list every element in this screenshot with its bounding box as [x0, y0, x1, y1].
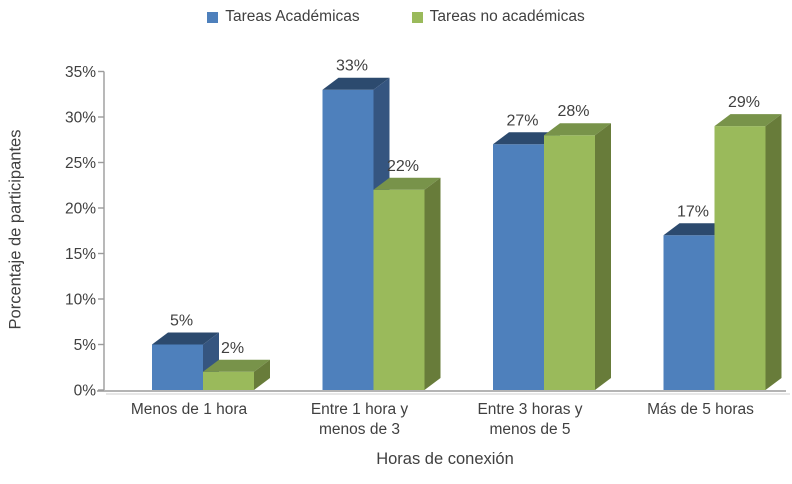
- data-label: 17%: [677, 203, 709, 220]
- x-category-label: Más de 5 horas: [647, 401, 754, 418]
- data-label: 5%: [170, 313, 193, 330]
- bar-front-s0-g1: [322, 89, 374, 390]
- y-tick-label: 0%: [74, 383, 97, 400]
- x-axis-title: Horas de conexión: [376, 450, 514, 468]
- y-tick-label: 5%: [74, 337, 97, 354]
- bar-front-s0-g2: [493, 144, 544, 390]
- bar-top-s0-g1: [322, 77, 390, 90]
- y-tick-label: 30%: [65, 110, 96, 127]
- bar-front-s1-g2: [544, 135, 595, 390]
- bar-front-s1-g3: [714, 126, 766, 390]
- bar-side-s1-g2: [595, 123, 611, 390]
- legend: Tareas Académicas Tareas no académicas: [0, 8, 792, 26]
- data-label: 2%: [221, 340, 244, 357]
- bar-front-s0-g3: [663, 235, 715, 390]
- legend-swatch-green-icon: [411, 11, 423, 23]
- data-label: 28%: [557, 103, 589, 120]
- bar-top-s1-g1: [373, 177, 441, 190]
- bar-top-s0-g0: [152, 332, 219, 345]
- legend-label: Tareas Académicas: [225, 8, 360, 25]
- legend-label: Tareas no académicas: [429, 8, 585, 25]
- bar-front-s1-g0: [203, 371, 254, 390]
- x-category-label: menos de 5: [490, 421, 571, 438]
- y-tick-label: 15%: [65, 246, 96, 263]
- bar-top-s1-g0: [203, 359, 270, 372]
- x-category-label: Entre 3 horas y: [477, 401, 582, 418]
- legend-item-tareas-no-academicas: Tareas no académicas: [411, 8, 585, 26]
- bar-side-s1-g0: [254, 359, 270, 390]
- x-category-label: menos de 3: [319, 421, 400, 438]
- y-tick-label: 10%: [65, 292, 96, 309]
- y-tick-label: 25%: [65, 155, 96, 172]
- data-label: 27%: [506, 112, 538, 129]
- bar-top-s1-g2: [544, 123, 611, 136]
- bar-side-s1-g3: [765, 114, 782, 390]
- bar-top-s1-g3: [714, 114, 782, 127]
- bar-front-s1-g1: [373, 189, 425, 390]
- bar-side-s1-g1: [424, 177, 441, 390]
- bar-top-s0-g2: [493, 132, 560, 145]
- data-label: 33%: [336, 58, 368, 75]
- y-tick-label: 20%: [65, 201, 96, 218]
- bar-front-s0-g0: [152, 344, 203, 390]
- data-label: 22%: [387, 158, 419, 175]
- y-tick-label: 35%: [65, 64, 96, 81]
- legend-item-tareas-academicas: Tareas Académicas: [207, 8, 360, 26]
- legend-swatch-blue-icon: [207, 11, 219, 23]
- bar-top-s0-g3: [663, 223, 731, 236]
- x-category-label: Menos de 1 hora: [131, 401, 248, 418]
- data-label: 29%: [728, 94, 760, 111]
- x-category-label: Entre 1 hora y: [311, 401, 409, 418]
